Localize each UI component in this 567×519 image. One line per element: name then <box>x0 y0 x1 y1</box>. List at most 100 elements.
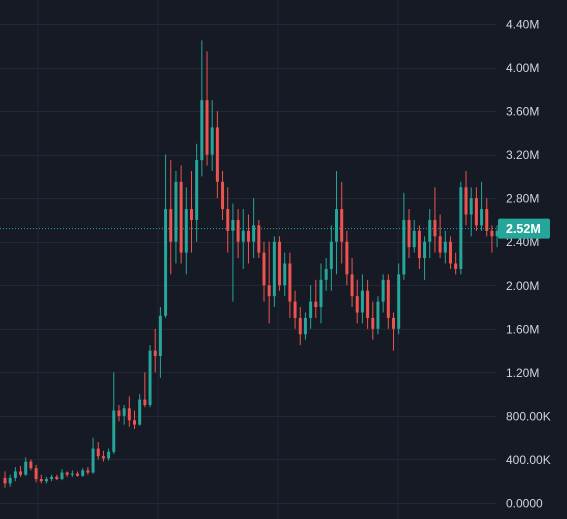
candle-body <box>19 471 23 475</box>
candle <box>195 143 199 242</box>
candle <box>210 100 214 171</box>
candle <box>107 448 111 461</box>
candle <box>459 181 463 275</box>
candle-body <box>117 410 121 416</box>
candle <box>153 328 157 373</box>
last-price-tag-box <box>498 218 550 239</box>
candle <box>355 279 359 324</box>
candle-body <box>143 399 147 406</box>
candle-body <box>314 301 318 308</box>
candle <box>438 214 442 259</box>
candle <box>272 236 276 308</box>
candle <box>226 187 230 253</box>
candle-body <box>60 472 64 480</box>
candle-body <box>278 241 282 286</box>
candle <box>381 274 385 313</box>
candle-body <box>76 473 80 476</box>
candle-body <box>210 127 214 155</box>
candle <box>485 198 489 237</box>
candle <box>65 471 69 477</box>
candle <box>469 187 473 237</box>
candle-body <box>241 230 245 242</box>
last-price-tag: 2.52M <box>498 218 550 239</box>
candle-body <box>91 448 95 473</box>
candle-body <box>189 209 193 220</box>
candle-body <box>236 219 240 242</box>
candle-body <box>490 230 494 237</box>
candle-body <box>153 350 157 357</box>
candle-body <box>464 187 468 215</box>
candle <box>24 457 28 476</box>
candle <box>246 214 250 264</box>
candle <box>423 236 427 280</box>
candle <box>288 252 292 318</box>
candle <box>127 396 131 427</box>
candle <box>19 465 23 477</box>
candle-body <box>107 451 111 459</box>
candle-body <box>169 209 173 242</box>
candle-body <box>272 241 276 297</box>
candle-body <box>474 198 478 226</box>
candle-body <box>44 479 48 482</box>
candle <box>319 263 323 324</box>
candle-body <box>433 219 437 237</box>
candle <box>133 410 136 429</box>
price-axis[interactable]: 0.0000 400.00K 800.00K 1.20M 1.60M 2.00M 2.40M… <box>506 18 551 511</box>
candle-body <box>309 301 313 318</box>
candle-body <box>200 100 204 161</box>
candle-body <box>174 181 178 242</box>
candle-body <box>485 209 489 231</box>
candle <box>215 111 219 199</box>
candle-body <box>392 317 395 329</box>
candle-body <box>366 290 370 318</box>
candle-body <box>459 187 463 269</box>
candle <box>86 467 90 475</box>
candle <box>345 230 349 286</box>
candle <box>252 198 256 259</box>
candle <box>257 219 261 259</box>
candle <box>464 170 468 226</box>
candle <box>480 181 484 231</box>
candle-body <box>226 209 230 231</box>
candle-body <box>371 317 375 329</box>
candle-body <box>195 160 199 220</box>
y-tick-label: 4.00M <box>506 61 539 75</box>
candle-body <box>127 408 131 421</box>
candle <box>278 236 282 291</box>
candle-body <box>221 181 225 210</box>
candle <box>392 312 395 351</box>
candle-body <box>179 181 183 253</box>
candle <box>50 474 54 482</box>
candle-body <box>381 279 385 302</box>
candle <box>386 274 390 329</box>
candle-body <box>65 472 69 475</box>
candle <box>371 301 375 340</box>
candle-body <box>402 219 406 275</box>
candle <box>340 181 344 264</box>
candle <box>29 459 33 471</box>
candle <box>335 170 339 275</box>
candle-body <box>324 268 328 280</box>
candle <box>314 279 318 318</box>
candle-body <box>55 476 59 480</box>
candle <box>428 209 432 259</box>
candle <box>39 474 43 484</box>
candle-body <box>407 219 411 248</box>
candle <box>366 279 370 329</box>
candle <box>169 160 173 275</box>
candle <box>303 312 307 340</box>
candle <box>60 469 64 481</box>
candle-body <box>329 241 333 269</box>
candle-body <box>3 477 7 484</box>
candle-body <box>360 290 364 313</box>
candle <box>443 230 447 264</box>
candle <box>112 372 116 455</box>
candle-body <box>350 274 354 297</box>
candle-body <box>29 461 33 469</box>
candle <box>13 467 17 482</box>
y-tick-label: 1.60M <box>506 322 539 336</box>
candle-body <box>8 477 12 484</box>
candle-body <box>423 241 427 259</box>
